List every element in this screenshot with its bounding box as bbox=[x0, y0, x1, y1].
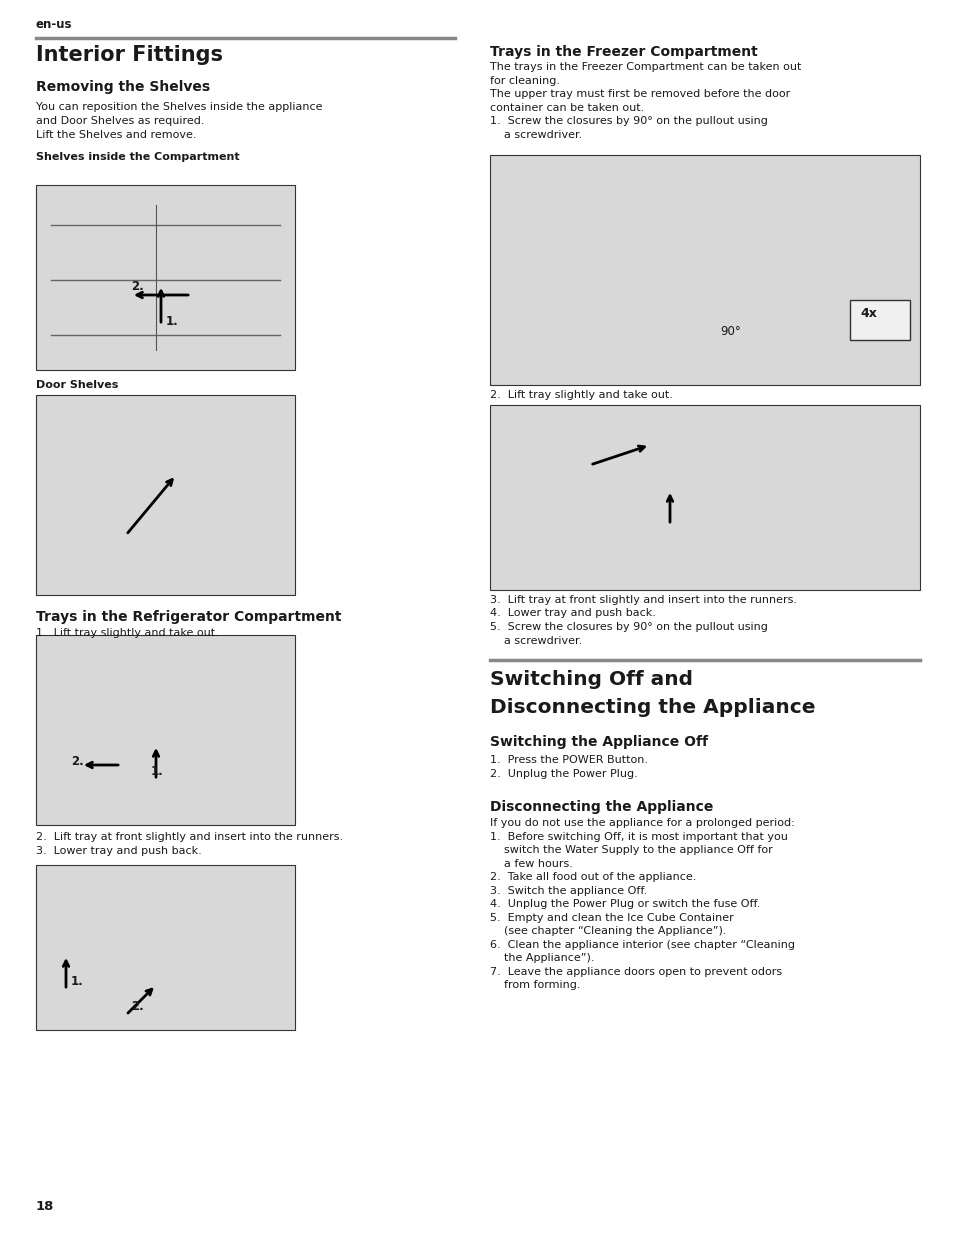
Text: 1.  Lift tray slightly and take out.: 1. Lift tray slightly and take out. bbox=[36, 629, 218, 638]
Text: Disconnecting the Appliance: Disconnecting the Appliance bbox=[490, 800, 713, 814]
Text: 4.  Lower tray and push back.: 4. Lower tray and push back. bbox=[490, 609, 656, 619]
Bar bbox=[36, 395, 294, 595]
Text: 2.: 2. bbox=[131, 1000, 144, 1013]
Bar bbox=[36, 185, 294, 370]
Text: Trays in the Refrigerator Compartment: Trays in the Refrigerator Compartment bbox=[36, 610, 341, 624]
Text: (see chapter “Cleaning the Appliance”).: (see chapter “Cleaning the Appliance”). bbox=[490, 926, 726, 936]
Text: 1.: 1. bbox=[151, 764, 164, 778]
Text: 2.: 2. bbox=[71, 755, 84, 768]
Text: a screwdriver.: a screwdriver. bbox=[490, 636, 581, 646]
Text: 2.  Unplug the Power Plug.: 2. Unplug the Power Plug. bbox=[490, 769, 638, 779]
Text: Shelves inside the Compartment: Shelves inside the Compartment bbox=[36, 152, 239, 162]
Text: en-us: en-us bbox=[36, 19, 72, 31]
Text: Interior Fittings: Interior Fittings bbox=[36, 44, 223, 65]
Text: 4.  Unplug the Power Plug or switch the fuse Off.: 4. Unplug the Power Plug or switch the f… bbox=[490, 899, 760, 909]
Text: 7.  Leave the appliance doors open to prevent odors: 7. Leave the appliance doors open to pre… bbox=[490, 967, 781, 977]
Text: 2.: 2. bbox=[131, 280, 144, 293]
Text: 1.  Screw the closures by 90° on the pullout using: 1. Screw the closures by 90° on the pull… bbox=[490, 116, 767, 126]
Text: container can be taken out.: container can be taken out. bbox=[490, 103, 643, 112]
Text: 5.  Empty and clean the Ice Cube Container: 5. Empty and clean the Ice Cube Containe… bbox=[490, 913, 733, 923]
Text: 2.  Lift tray at front slightly and insert into the runners.: 2. Lift tray at front slightly and inser… bbox=[36, 832, 343, 842]
Text: The trays in the Freezer Compartment can be taken out: The trays in the Freezer Compartment can… bbox=[490, 62, 801, 72]
Text: and Door Shelves as required.: and Door Shelves as required. bbox=[36, 116, 204, 126]
Bar bbox=[849, 300, 909, 340]
Text: 6.  Clean the appliance interior (see chapter “Cleaning: 6. Clean the appliance interior (see cha… bbox=[490, 940, 794, 950]
Text: Removing the Shelves: Removing the Shelves bbox=[36, 80, 210, 94]
Text: If you do not use the appliance for a prolonged period:: If you do not use the appliance for a pr… bbox=[490, 818, 794, 827]
Text: 3.  Lift tray at front slightly and insert into the runners.: 3. Lift tray at front slightly and inser… bbox=[490, 595, 796, 605]
Text: 3.  Lower tray and push back.: 3. Lower tray and push back. bbox=[36, 846, 201, 856]
Text: from forming.: from forming. bbox=[490, 981, 579, 990]
Text: 4x: 4x bbox=[859, 308, 876, 320]
Text: a few hours.: a few hours. bbox=[490, 860, 572, 869]
Text: Lift the Shelves and remove.: Lift the Shelves and remove. bbox=[36, 130, 196, 140]
Text: Switching the Appliance Off: Switching the Appliance Off bbox=[490, 735, 707, 748]
Bar bbox=[490, 405, 919, 590]
Text: Switching Off and: Switching Off and bbox=[490, 671, 692, 689]
Text: 5.  Screw the closures by 90° on the pullout using: 5. Screw the closures by 90° on the pull… bbox=[490, 622, 767, 632]
Bar bbox=[36, 635, 294, 825]
Text: 1.: 1. bbox=[71, 974, 84, 988]
Text: for cleaning.: for cleaning. bbox=[490, 75, 559, 85]
Text: 1.  Press the POWER Button.: 1. Press the POWER Button. bbox=[490, 755, 647, 764]
Text: 90°: 90° bbox=[720, 325, 740, 338]
Text: Door Shelves: Door Shelves bbox=[36, 380, 118, 390]
Text: the Appliance”).: the Appliance”). bbox=[490, 953, 594, 963]
Text: 3.  Switch the appliance Off.: 3. Switch the appliance Off. bbox=[490, 885, 646, 897]
Text: switch the Water Supply to the appliance Off for: switch the Water Supply to the appliance… bbox=[490, 846, 772, 856]
Text: 18: 18 bbox=[36, 1200, 54, 1213]
Text: 1.: 1. bbox=[166, 315, 178, 329]
Text: 2.  Take all food out of the appliance.: 2. Take all food out of the appliance. bbox=[490, 872, 696, 883]
Text: The upper tray must first be removed before the door: The upper tray must first be removed bef… bbox=[490, 89, 789, 99]
Text: 1.  Before switching Off, it is most important that you: 1. Before switching Off, it is most impo… bbox=[490, 832, 787, 842]
Bar bbox=[36, 864, 294, 1030]
Text: 2.  Lift tray slightly and take out.: 2. Lift tray slightly and take out. bbox=[490, 390, 672, 400]
Text: Trays in the Freezer Compartment: Trays in the Freezer Compartment bbox=[490, 44, 757, 59]
Text: a screwdriver.: a screwdriver. bbox=[490, 130, 581, 140]
Bar bbox=[490, 156, 919, 385]
Text: You can reposition the Shelves inside the appliance: You can reposition the Shelves inside th… bbox=[36, 103, 322, 112]
Text: Disconnecting the Appliance: Disconnecting the Appliance bbox=[490, 698, 815, 718]
